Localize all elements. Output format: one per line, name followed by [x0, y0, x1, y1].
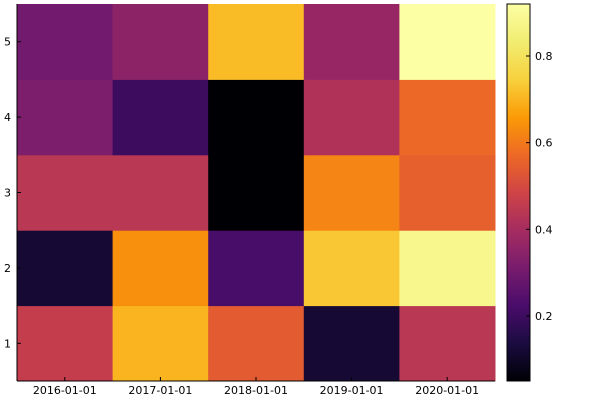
heatmap-cell	[399, 79, 496, 156]
heatmap-cell	[208, 154, 305, 231]
heatmap-cell	[303, 4, 400, 80]
x-axis: 2016-01-01 2017-01-01 2018-01-01 2019-01-01…	[33, 377, 479, 397]
colorbar: 0.2 0.4 0.6 0.8	[506, 3, 553, 382]
colorbar-tick-label: 0.6	[535, 137, 553, 150]
x-tick-label: 2020-01-01	[415, 384, 479, 397]
heatmap-cell	[17, 230, 114, 307]
heatmap-cell	[208, 305, 305, 382]
heatmap-cell	[112, 154, 209, 231]
heatmap-cell	[112, 4, 209, 80]
y-tick-label: 5	[4, 36, 11, 49]
x-tick-label: 2018-01-01	[224, 384, 288, 397]
heatmap-cell	[112, 230, 209, 307]
heatmap-cell	[399, 305, 496, 382]
heatmap-cell	[17, 154, 114, 231]
heatmap-cell	[303, 79, 400, 156]
colorbar-gradient	[507, 4, 530, 381]
y-tick-label: 3	[4, 187, 11, 200]
heatmap-cell	[208, 79, 305, 156]
y-tick-label: 2	[4, 262, 11, 275]
heatmap-cell	[303, 154, 400, 231]
heatmap-cell	[112, 79, 209, 156]
colorbar-tick-label: 0.4	[535, 223, 553, 236]
heatmap-cell	[303, 305, 400, 382]
x-tick-label: 2019-01-01	[320, 384, 384, 397]
colorbar-tick-label: 0.8	[535, 50, 553, 63]
heatmap-cell	[399, 4, 496, 80]
heatmap-cell	[208, 4, 305, 80]
y-tick-label: 4	[4, 111, 11, 124]
heatmap-cells	[17, 4, 496, 382]
heatmap-cell	[208, 230, 305, 307]
heatmap-cell	[17, 4, 114, 80]
heatmap-cell	[17, 79, 114, 156]
x-tick-label: 2016-01-01	[33, 384, 97, 397]
heatmap-cell	[303, 230, 400, 307]
y-axis: 1 2 3 4 5	[4, 36, 21, 350]
heatmap-cell	[112, 305, 209, 382]
heatmap-cell	[399, 230, 496, 307]
heatmap-cell	[17, 305, 114, 382]
y-tick-label: 1	[4, 337, 11, 350]
heatmap-cell	[399, 154, 496, 231]
colorbar-tick-label: 0.2	[535, 310, 553, 323]
x-tick-label: 2017-01-01	[128, 384, 192, 397]
